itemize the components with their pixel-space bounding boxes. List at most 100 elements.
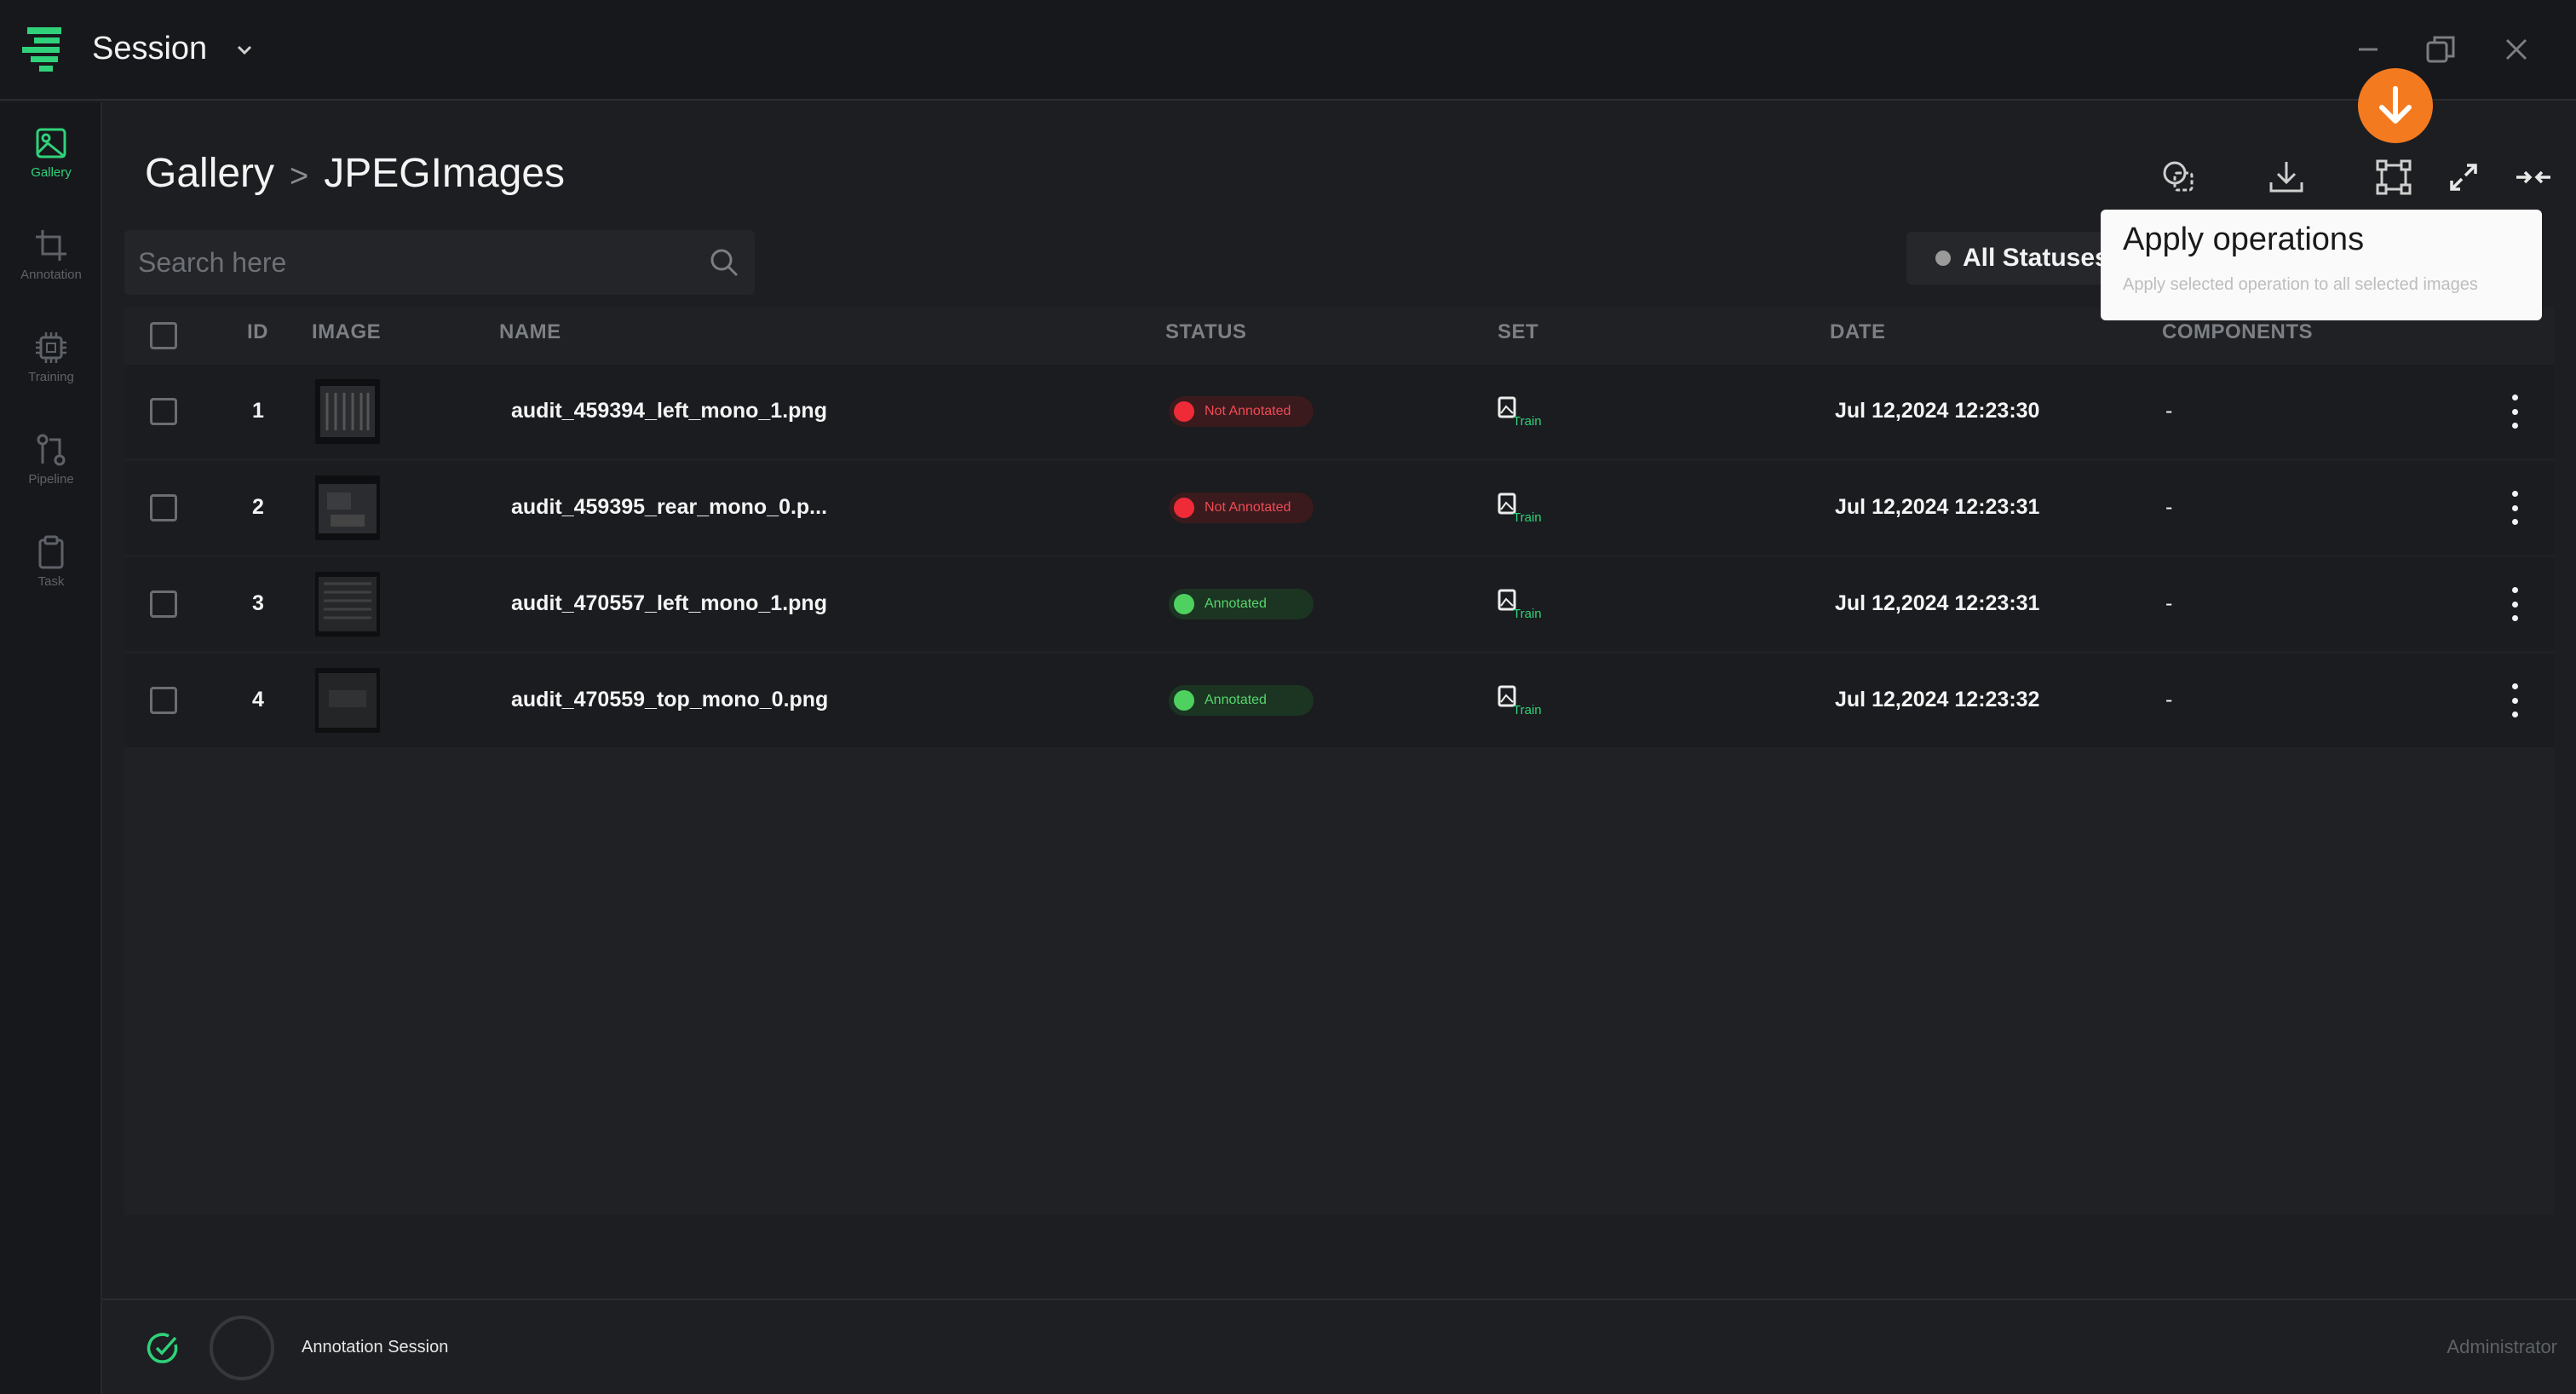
more-options-icon[interactable] [2510, 395, 2520, 429]
sidebar-item-label: Task [37, 574, 65, 589]
close-button[interactable] [2493, 26, 2540, 73]
chevron-down-icon[interactable] [232, 37, 257, 63]
column-header-image: IMAGE [312, 320, 382, 343]
row-name[interactable]: audit_459394_left_mono_1.png [511, 399, 827, 423]
status-dot [1174, 690, 1194, 711]
minimize-icon [2359, 48, 2378, 51]
status-badge: Not Annotated [1169, 396, 1314, 427]
sidebar-item-pipeline[interactable]: Pipeline [0, 433, 102, 527]
chip-icon [36, 332, 66, 363]
table-row[interactable]: 3 audit_470557_left_mono_1.png Annotated… [124, 557, 2554, 651]
row-name[interactable]: audit_470559_top_mono_0.png [511, 688, 829, 711]
clipboard-icon [38, 535, 64, 569]
expand-button[interactable] [2440, 153, 2487, 201]
status-dot [1174, 401, 1194, 422]
row-date: Jul 12,2024 12:23:31 [1835, 495, 2040, 519]
table-header: ID IMAGE NAME STATUS SET DATE COMPONENTS [124, 307, 2554, 363]
compare-button[interactable] [2155, 153, 2203, 201]
close-icon [2505, 38, 2527, 60]
row-components: - [2165, 399, 2173, 423]
column-header-id[interactable]: ID [247, 320, 268, 343]
image-thumbnail[interactable] [315, 572, 380, 637]
status-badge: Not Annotated [1169, 493, 1314, 523]
breadcrumb: Gallery > JPEGImages [145, 150, 565, 197]
row-date: Jul 12,2024 12:23:32 [1835, 688, 2040, 711]
search-icon[interactable] [709, 247, 739, 278]
app-logo-icon [22, 27, 61, 72]
status-badge: Annotated [1169, 685, 1314, 716]
user-role[interactable]: Administrator [2447, 1336, 2557, 1357]
row-checkbox[interactable] [150, 687, 177, 714]
download-button[interactable] [2263, 153, 2310, 201]
image-thumbnail[interactable] [315, 668, 380, 733]
row-components: - [2165, 495, 2173, 519]
check-circle-icon [147, 1333, 178, 1363]
train-set-icon: Train [1498, 493, 1542, 525]
arrow-down-icon [2358, 68, 2433, 143]
status-filter-dropdown[interactable]: All Statuses [1906, 232, 2111, 285]
sidebar-item-label: Training [28, 370, 74, 384]
minimize-button[interactable] [2344, 26, 2392, 73]
sidebar-item-task[interactable]: Task [0, 535, 102, 629]
session-label: Annotation Session [302, 1338, 449, 1357]
breadcrumb-gallery[interactable]: Gallery [145, 151, 275, 196]
more-options-icon[interactable] [2510, 491, 2520, 525]
crop-icon [36, 230, 66, 261]
row-id: 4 [252, 688, 264, 711]
set-label: Train [1513, 414, 1542, 429]
row-checkbox[interactable] [150, 590, 177, 618]
column-header-name[interactable]: NAME [499, 320, 561, 343]
sidebar-item-gallery[interactable]: Gallery [0, 126, 102, 220]
image-thumbnail[interactable] [315, 379, 380, 444]
row-components: - [2165, 591, 2173, 615]
select-all-checkbox[interactable] [150, 322, 177, 349]
row-checkbox[interactable] [150, 398, 177, 425]
status-dot [1174, 498, 1194, 518]
sidebar-item-label: Annotation [20, 268, 82, 282]
sidebar-item-label: Gallery [31, 165, 72, 180]
apply-operations-button[interactable] [2370, 153, 2418, 201]
more-options-icon[interactable] [2510, 683, 2520, 717]
breadcrumb-current: JPEGImages [324, 151, 566, 196]
status-text: Annotated [1205, 693, 1267, 707]
breadcrumb-separator: > [290, 158, 309, 194]
column-header-date[interactable]: DATE [1830, 320, 1886, 343]
sidebar-item-training[interactable]: Training [0, 331, 102, 424]
status-footer: Annotation Session Administrator [102, 1299, 2576, 1394]
status-filter-label: All Statuses [1963, 244, 2109, 272]
more-options-icon[interactable] [2510, 587, 2520, 621]
status-text: Not Annotated [1205, 404, 1291, 418]
status-text: Annotated [1205, 596, 1267, 611]
restore-button[interactable] [2418, 26, 2465, 73]
column-header-status[interactable]: STATUS [1165, 320, 1247, 343]
image-icon [36, 128, 66, 158]
window-title[interactable]: Session [92, 31, 208, 66]
tooltip-subtitle: Apply selected operation to all selected… [2123, 275, 2478, 294]
row-id: 2 [252, 495, 264, 519]
sidebar-item-annotation[interactable]: Annotation [0, 228, 102, 322]
table-row[interactable]: 2 audit_459395_rear_mono_0.p... Not Anno… [124, 461, 2554, 555]
title-bar: Session [0, 0, 2576, 101]
image-thumbnail[interactable] [315, 475, 380, 540]
train-set-icon: Train [1498, 396, 1542, 429]
collapse-button[interactable] [2510, 153, 2557, 201]
expand-icon [2450, 164, 2477, 191]
table-row[interactable]: 4 audit_470559_top_mono_0.png Annotated … [124, 654, 2554, 747]
table-row[interactable]: 1 audit_459394_left_mono_1.png Not Annot… [124, 365, 2554, 458]
tooltip-title: Apply operations [2123, 222, 2365, 257]
row-checkbox[interactable] [150, 494, 177, 521]
bounding-box-icon [2376, 159, 2412, 195]
set-label: Train [1513, 703, 1542, 717]
row-name[interactable]: audit_470557_left_mono_1.png [511, 591, 827, 615]
train-set-icon: Train [1498, 589, 1542, 621]
row-name[interactable]: audit_459395_rear_mono_0.p... [511, 495, 828, 519]
train-set-icon: Train [1498, 685, 1542, 717]
row-date: Jul 12,2024 12:23:31 [1835, 591, 2040, 615]
image-table: ID IMAGE NAME STATUS SET DATE COMPONENTS… [124, 307, 2554, 1215]
column-header-set[interactable]: SET [1498, 320, 1539, 343]
status-badge: Annotated [1169, 589, 1314, 619]
column-header-components[interactable]: COMPONENTS [2162, 320, 2314, 343]
search-input[interactable] [124, 246, 670, 279]
sidebar-item-label: Pipeline [28, 472, 74, 487]
status-dot [1174, 594, 1194, 614]
